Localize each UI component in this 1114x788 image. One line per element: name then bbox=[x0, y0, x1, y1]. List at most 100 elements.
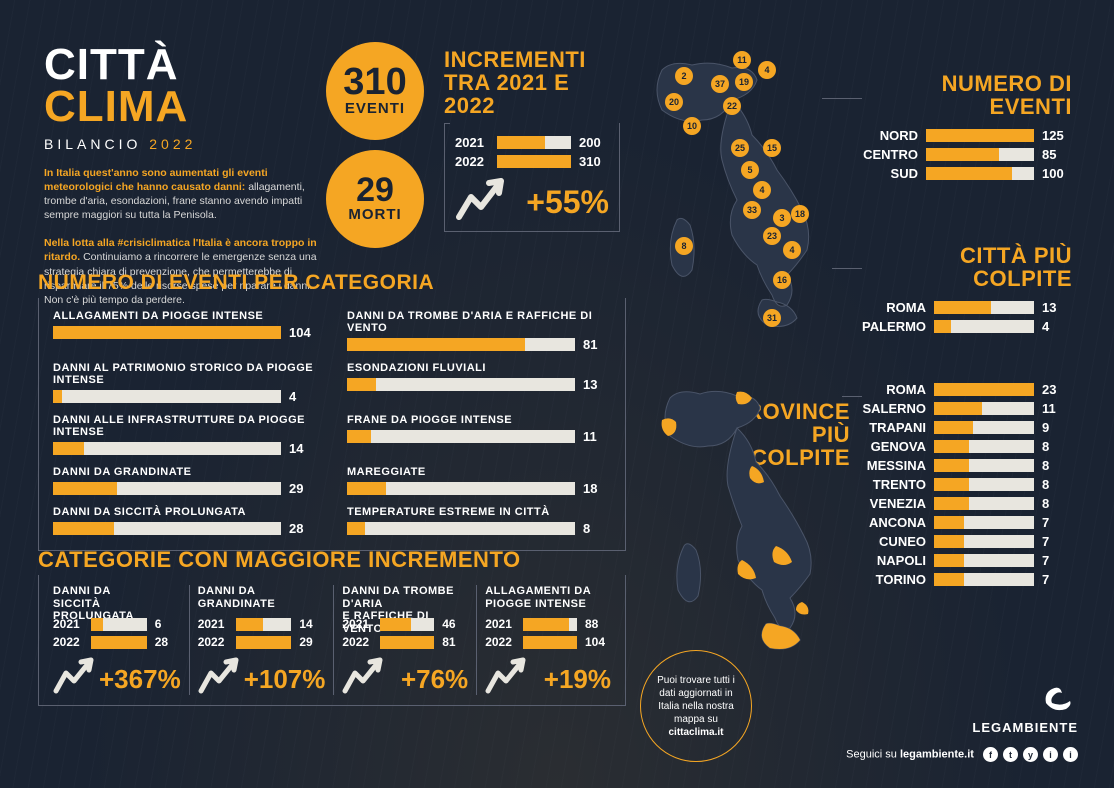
bar-value: 200 bbox=[579, 135, 609, 150]
bar-fill bbox=[934, 440, 969, 453]
bar-value: 8 bbox=[1042, 496, 1072, 511]
bar-value: 14 bbox=[299, 617, 325, 631]
bar-fill bbox=[53, 326, 281, 339]
bar-row: VENEZIA 8 bbox=[862, 496, 1072, 511]
bar-fill bbox=[934, 573, 964, 586]
bar-label: TORINO bbox=[862, 572, 926, 587]
bar-fill bbox=[380, 636, 434, 649]
social-icon[interactable]: y bbox=[1023, 747, 1038, 762]
bar-value: 8 bbox=[1042, 439, 1072, 454]
bar-label: CENTRO bbox=[862, 147, 918, 162]
bar-value: 4 bbox=[289, 389, 317, 404]
bar-track bbox=[347, 378, 575, 391]
bar-fill bbox=[91, 636, 147, 649]
categoria-item: MAREGGIATE 18 bbox=[347, 466, 611, 496]
bar-value: 104 bbox=[585, 635, 611, 649]
bar-value: 28 bbox=[289, 521, 317, 536]
year-label: 2021 bbox=[198, 617, 228, 631]
bar-track bbox=[380, 618, 434, 631]
subtitle: BILANCIO 2022 bbox=[44, 136, 324, 152]
categoria-item: DANNI DA GRANDINATE 29 bbox=[53, 466, 317, 496]
social-icon[interactable]: i bbox=[1043, 747, 1058, 762]
bar-value: 23 bbox=[1042, 382, 1072, 397]
bar-track bbox=[380, 636, 434, 649]
year-label: 2022 bbox=[342, 635, 372, 649]
growth-col-title: DANNI DA SICCITÀ PROLUNGATA bbox=[53, 585, 181, 613]
cta-site: cittaclima.it bbox=[668, 727, 723, 738]
bar-track bbox=[347, 522, 575, 535]
footer: Puoi trovare tutti i dati aggiornati in … bbox=[640, 650, 1078, 762]
year-label: 2022 bbox=[198, 635, 228, 649]
bar-track bbox=[934, 459, 1034, 472]
bar-value: 9 bbox=[1042, 420, 1072, 435]
stat-circle-morti: 29 MORTI bbox=[326, 150, 424, 248]
bar-track bbox=[934, 497, 1034, 510]
map-dot-label: 20 bbox=[669, 97, 679, 107]
categoria-item: DANNI DA SICCITÀ PROLUNGATA 28 bbox=[53, 506, 317, 536]
year-label: 2021 bbox=[485, 617, 515, 631]
follow-line: Seguici su legambiente.it ftyii bbox=[846, 747, 1078, 762]
bar-fill bbox=[926, 167, 1012, 180]
categoria-item: DANNI DA TROMBE D'ARIA E RAFFICHE DI VEN… bbox=[347, 310, 611, 352]
bar-value: 28 bbox=[155, 635, 181, 649]
bar-row: ROMA 23 bbox=[862, 382, 1072, 397]
main-title: CITTÀ CLIMA bbox=[44, 44, 324, 128]
cta-circle: Puoi trovare tutti i dati aggiornati in … bbox=[640, 650, 752, 762]
bar-fill bbox=[523, 618, 569, 631]
bar-track bbox=[523, 636, 577, 649]
incrementi-frame: 2021 2002022 310 +55% bbox=[444, 123, 620, 232]
title-word-climate: CLIMA bbox=[44, 82, 188, 131]
italy-map-provinces bbox=[642, 370, 852, 650]
bar-fill bbox=[523, 636, 577, 649]
trend-arrow-icon bbox=[342, 655, 388, 695]
year-label: 2021 bbox=[53, 617, 83, 631]
bar-row: GENOVA 8 bbox=[862, 439, 1072, 454]
social-icon[interactable]: f bbox=[983, 747, 998, 762]
categoria-item: ESONDAZIONI FLUVIALI 13 bbox=[347, 362, 611, 404]
bar-track bbox=[236, 618, 292, 631]
follow-text: Seguici su bbox=[846, 748, 900, 760]
bar-fill bbox=[347, 378, 376, 391]
bar-value: 81 bbox=[442, 635, 468, 649]
year-label: 2022 bbox=[455, 154, 489, 169]
bar-track bbox=[347, 430, 575, 443]
bar-fill bbox=[91, 618, 103, 631]
bar-value: 88 bbox=[585, 617, 611, 631]
growth-column: ALLAGAMENTI DA PIOGGE INTENSE 202188 202… bbox=[477, 585, 619, 695]
categoria-label: DANNI AL PATRIMONIO STORICO DA PIOGGE IN… bbox=[53, 362, 317, 386]
growth-col-title: DANNI DA TROMBE D'ARIA E RAFFICHE DI VEN… bbox=[342, 585, 468, 613]
year-label: 2021 bbox=[342, 617, 372, 631]
stat-morti-num: 29 bbox=[356, 175, 394, 206]
bar-fill bbox=[934, 535, 964, 548]
intro-para-1-highlight: In Italia quest'anno sono aumentati gli … bbox=[44, 167, 268, 193]
bar-value: 7 bbox=[1042, 515, 1072, 530]
bar-label: VENEZIA bbox=[862, 496, 926, 511]
bar-value: 100 bbox=[1042, 166, 1072, 181]
bar-row: MESSINA 8 bbox=[862, 458, 1072, 473]
growth-column: DANNI DA SICCITÀ PROLUNGATA 20216 202228… bbox=[45, 585, 190, 695]
categoria-item: DANNI AL PATRIMONIO STORICO DA PIOGGE IN… bbox=[53, 362, 317, 404]
growth-column: DANNI DA GRANDINATE 202114 202229 +107% bbox=[190, 585, 335, 695]
bar-track bbox=[934, 440, 1034, 453]
bar-track bbox=[91, 618, 147, 631]
trend-arrow-icon bbox=[485, 655, 531, 695]
categoria-label: MAREGGIATE bbox=[347, 466, 611, 478]
follow-site: legambiente.it bbox=[900, 748, 974, 760]
bar-row: NORD 125 bbox=[862, 128, 1072, 143]
trend-arrow-icon bbox=[53, 655, 99, 695]
bar-value: 4 bbox=[1042, 319, 1072, 334]
map-dot-label: 22 bbox=[727, 101, 737, 111]
bar-fill bbox=[934, 554, 964, 567]
italy-map-numbered: 112371942022102515543332318481631 bbox=[632, 40, 862, 340]
map-dot-label: 5 bbox=[747, 165, 752, 175]
bar-fill bbox=[934, 478, 969, 491]
bar-track bbox=[934, 421, 1034, 434]
bar-fill bbox=[934, 421, 973, 434]
social-icon[interactable]: t bbox=[1003, 747, 1018, 762]
map-dot-label: 4 bbox=[789, 245, 794, 255]
header-block: CITTÀ CLIMA BILANCIO 2022 In Italia ques… bbox=[44, 44, 324, 307]
bar-label: TRENTO bbox=[862, 477, 926, 492]
incrementi-bar-row: 2022 310 bbox=[455, 154, 609, 169]
growth-delta: +76% bbox=[401, 664, 468, 695]
social-icon[interactable]: i bbox=[1063, 747, 1078, 762]
